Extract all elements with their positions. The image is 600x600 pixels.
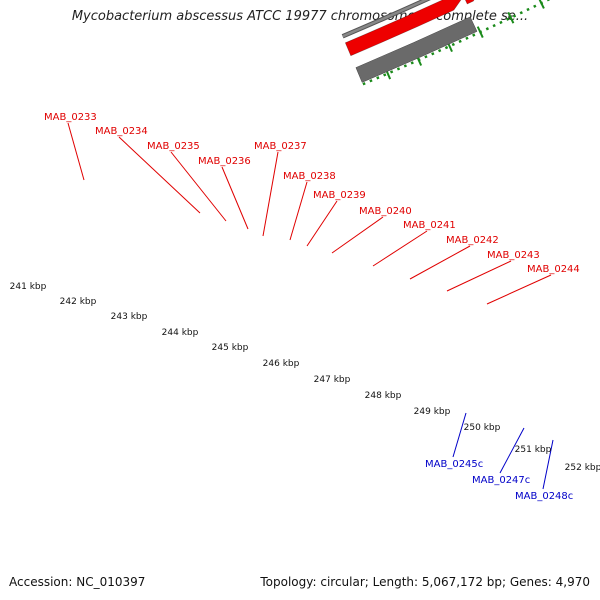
region-feature-bar[interactable]	[355, 16, 478, 83]
backbone	[341, 0, 431, 39]
gene-MAB_0233[interactable]	[344, 0, 462, 57]
gene-label-MAB_0241[interactable]: MAB_0241	[403, 220, 456, 231]
accession-text: Accession: NC_010397	[9, 575, 146, 589]
gene-features	[344, 0, 481, 83]
gene-label-MAB_0234[interactable]: MAB_0234	[95, 126, 148, 137]
outer-dotted-ring	[362, 0, 551, 86]
gene-labels: MAB_0233 MAB_0234 MAB_0235 MAB_0236MAB_0237…	[44, 112, 580, 502]
leader-line	[331, 216, 384, 254]
outer-ring-tick	[507, 11, 515, 24]
leader-line	[446, 260, 512, 292]
gene-label-MAB_0240[interactable]: MAB_0240	[359, 206, 412, 217]
topology-stats: Topology: circular; Length: 5,067,172 bp…	[260, 575, 590, 589]
tick-labels: 241 kbp 242 kbp 243 kbp 244 kbp 245 kbp 246 k…	[10, 282, 600, 473]
label-leaders	[67, 122, 554, 490]
outer-ring-tick	[476, 26, 484, 38]
leader-line	[221, 166, 249, 230]
gene-label-MAB_0247c[interactable]: MAB_0247c	[472, 475, 530, 486]
tick-label: 246 kbp	[263, 359, 300, 369]
gene-label-MAB_0239[interactable]: MAB_0239	[313, 190, 366, 201]
leader-line	[118, 136, 201, 214]
leader-line	[372, 230, 428, 267]
tick-label: 251 kbp	[515, 445, 552, 455]
gene-label-MAB_0236[interactable]: MAB_0236	[198, 156, 251, 167]
tick-label: 249 kbp	[414, 407, 451, 417]
tick-label: 250 kbp	[464, 423, 501, 433]
gene-label-MAB_0237[interactable]: MAB_0237	[254, 141, 307, 152]
tick-label: 242 kbp	[60, 297, 97, 307]
leader-line	[289, 181, 308, 241]
leader-line	[409, 245, 471, 280]
leader-line	[452, 412, 467, 458]
tick-label: 245 kbp	[212, 343, 249, 353]
gene-label-MAB_0242[interactable]: MAB_0242	[446, 235, 499, 246]
outer-ring-tick	[538, 0, 545, 9]
gene-label-MAB_0235[interactable]: MAB_0235	[147, 141, 200, 152]
gene-label-MAB_0245c[interactable]: MAB_0245c	[425, 459, 483, 470]
tick-label: 244 kbp	[162, 328, 199, 338]
backbone-line	[342, 0, 429, 38]
gene-MAB_0234[interactable]	[461, 0, 481, 5]
leader-line	[306, 200, 338, 247]
gene-label-MAB_0244[interactable]: MAB_0244	[527, 264, 580, 275]
leader-line	[67, 122, 85, 181]
tick-label: 247 kbp	[314, 375, 351, 385]
gene-label-MAB_0248c[interactable]: MAB_0248c	[515, 491, 573, 502]
leader-line	[499, 427, 525, 474]
tick-label: 241 kbp	[10, 282, 47, 292]
gene-label-MAB_0233[interactable]: MAB_0233	[44, 112, 97, 123]
gene-label-MAB_0238[interactable]: MAB_0238	[283, 171, 336, 182]
tick-label: 252 kbp	[565, 463, 600, 473]
leader-line	[170, 151, 227, 222]
leader-line	[486, 274, 552, 305]
tick-label: 248 kbp	[365, 391, 402, 401]
leader-line	[542, 439, 554, 490]
gene-label-MAB_0243[interactable]: MAB_0243	[487, 250, 540, 261]
tick-label: 243 kbp	[111, 312, 148, 322]
leader-line	[262, 151, 279, 237]
